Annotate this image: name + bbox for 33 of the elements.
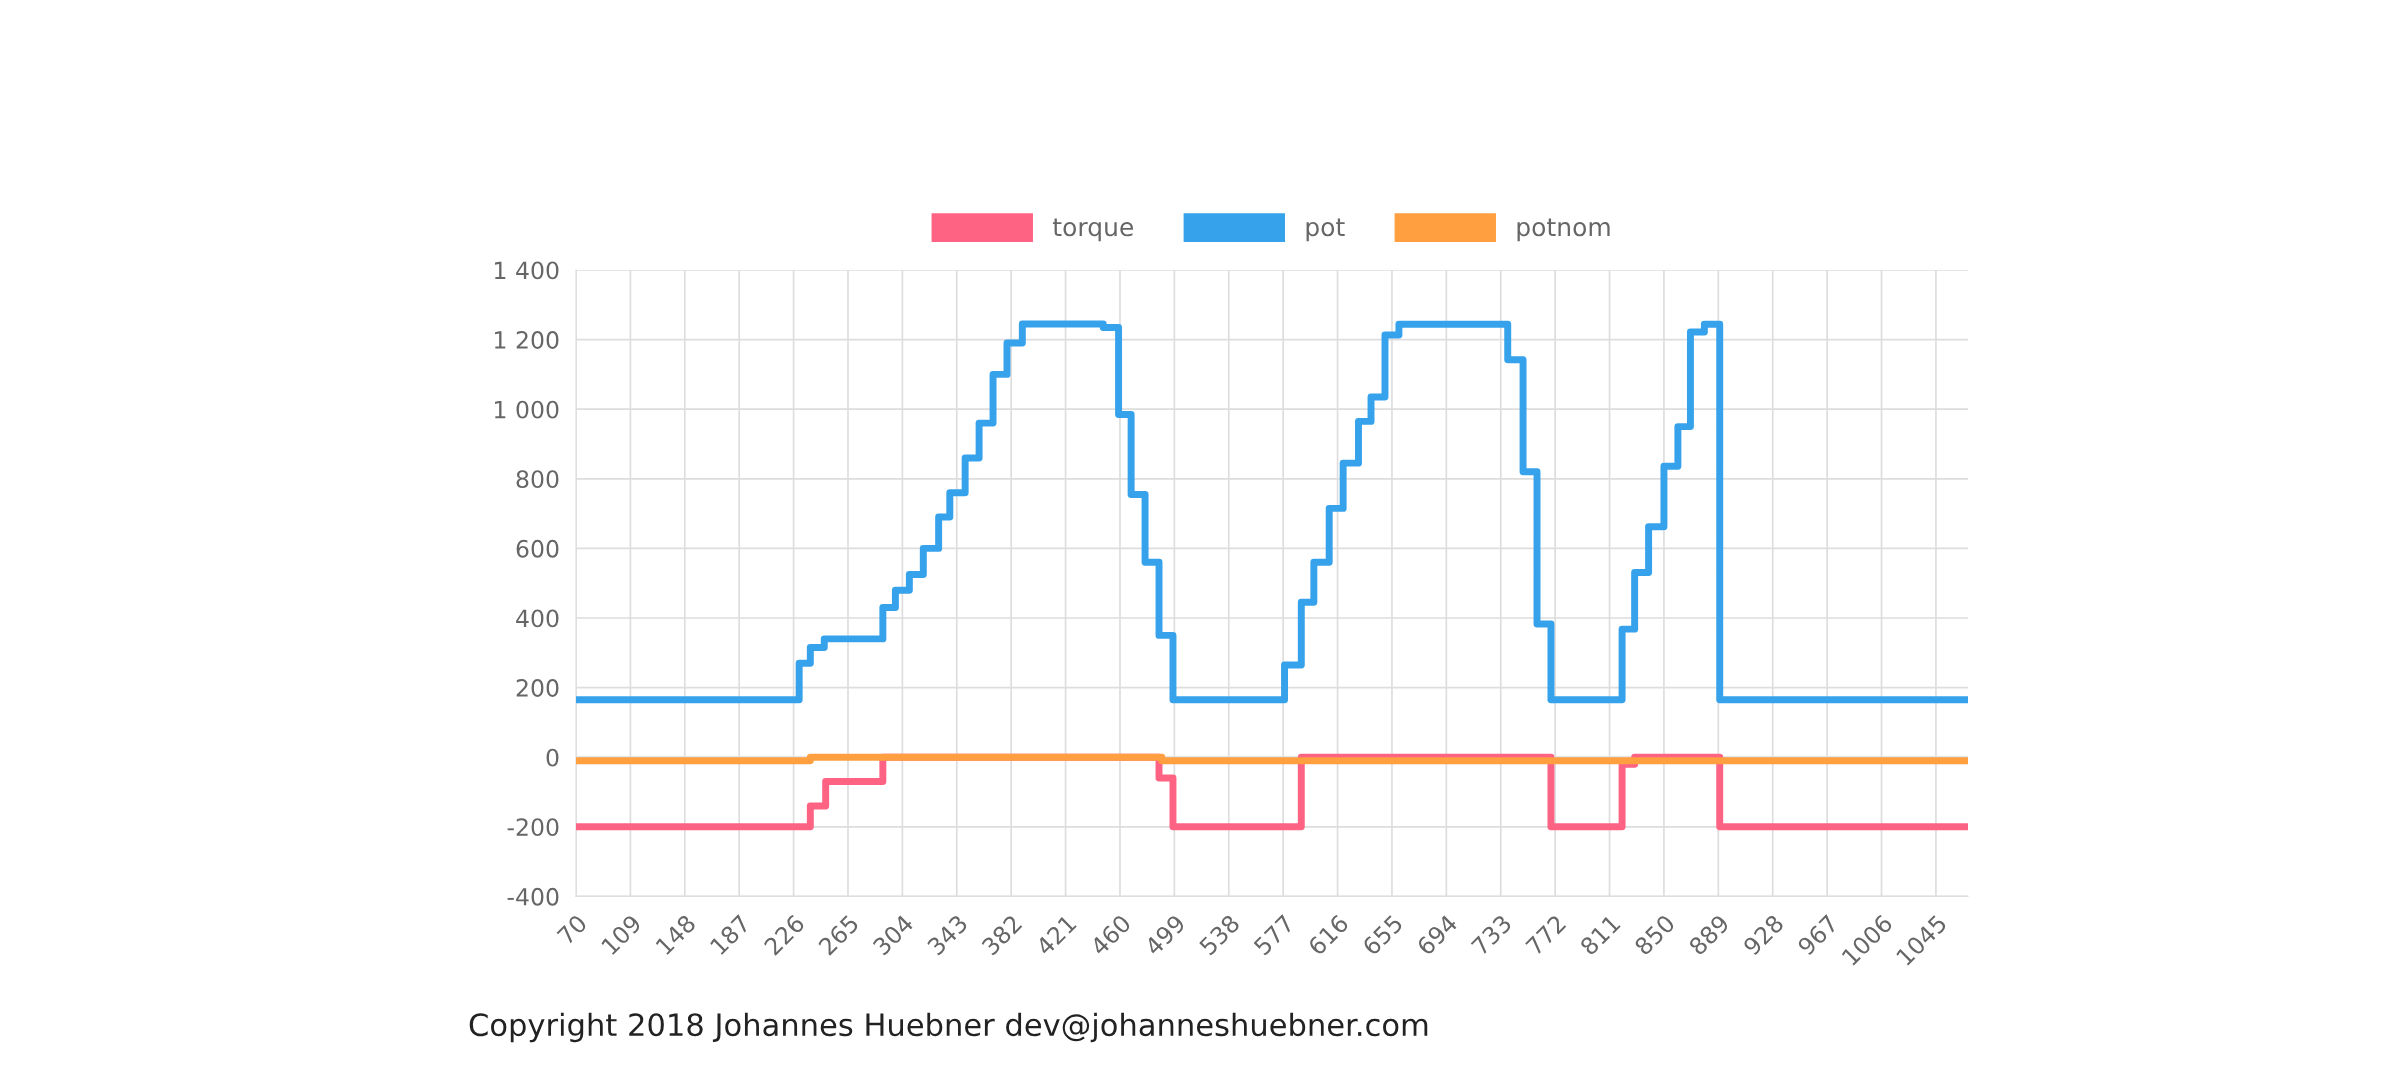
x-tick-label: 928 bbox=[1742, 913, 1785, 957]
text: Copyright 2018 Johannes Huebner dev@johanneshuebner.com bbox=[469, 1012, 1428, 1043]
x-tick-label: 733 bbox=[1470, 914, 1513, 956]
y-tick-label: 1 400 bbox=[495, 261, 559, 280]
legend-label: potnom bbox=[1517, 218, 1610, 242]
x-tick-label: 616 bbox=[1307, 913, 1350, 956]
legend-label: torque bbox=[1052, 218, 1133, 242]
y-tick-label: 800 bbox=[516, 470, 559, 489]
x-tick-label: 538 bbox=[1198, 913, 1241, 956]
x-tick-label: 304 bbox=[872, 913, 915, 956]
x-tick-label: 460 bbox=[1089, 913, 1132, 957]
y-tick-label: 0 bbox=[546, 748, 559, 767]
x-tick-label: 694 bbox=[1415, 913, 1459, 956]
y-tick-label: 200 bbox=[516, 679, 559, 697]
x-tick-label: 109 bbox=[600, 913, 643, 956]
x-tick-label: 655 bbox=[1361, 914, 1404, 956]
x-tick-label: 70 bbox=[556, 913, 588, 946]
x-tick-label: 772 bbox=[1524, 914, 1567, 956]
x-tick-label: 811 bbox=[1579, 914, 1621, 957]
y-tick-label: 600 bbox=[516, 539, 559, 558]
x-tick-label: 382 bbox=[980, 914, 1023, 956]
y-tick-label: 400 bbox=[516, 609, 559, 628]
y-tick-label: -200 bbox=[507, 818, 559, 837]
y-tick-label: -400 bbox=[507, 887, 559, 906]
y-tick-label: 1 200 bbox=[495, 331, 559, 349]
x-tick-label: 850 bbox=[1633, 913, 1676, 957]
y-tick-label: 1 000 bbox=[495, 400, 559, 419]
legend-label: pot bbox=[1306, 218, 1345, 242]
x-tick-label: 889 bbox=[1687, 913, 1731, 957]
x-tick-label: 499 bbox=[1143, 913, 1187, 957]
x-tick-label: 148 bbox=[655, 913, 697, 956]
x-tick-label: 421 bbox=[1034, 914, 1077, 957]
x-tick-label: 343 bbox=[926, 914, 969, 956]
